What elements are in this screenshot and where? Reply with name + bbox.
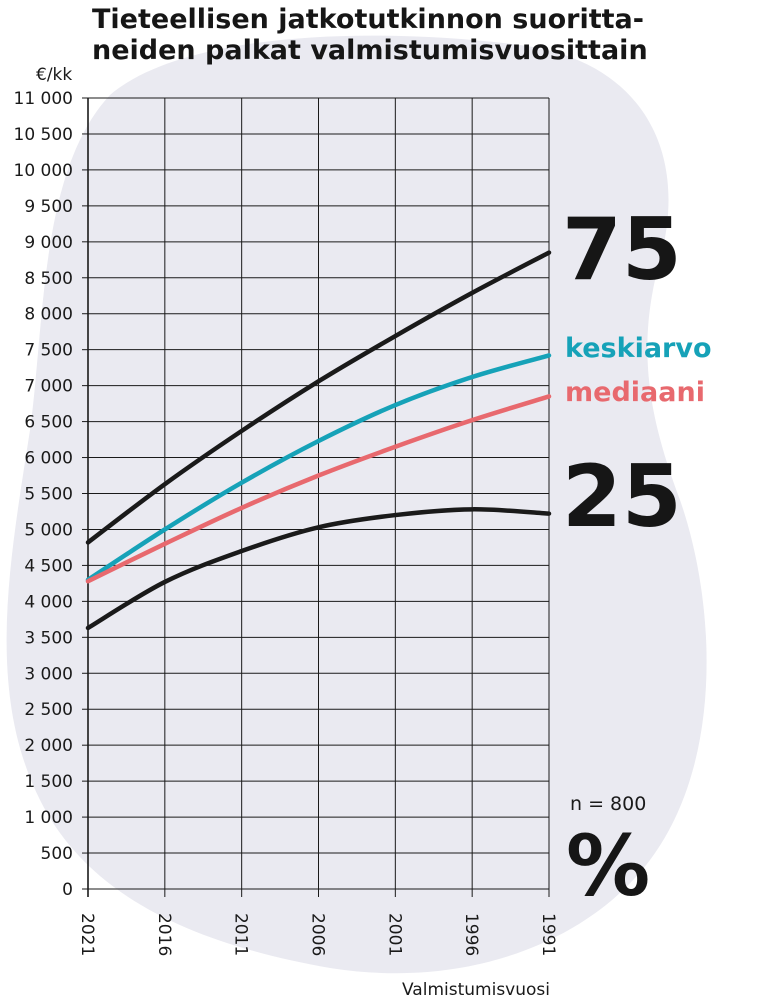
y-tick-label: 1 500: [24, 772, 73, 792]
series-line: [85, 250, 552, 545]
y-tick-label: 10 000: [14, 161, 73, 181]
x-axis-label: Valmistumisvuosi: [402, 980, 550, 1000]
chart-title: Tieteellisen jatkotutkinnon suoritta- ne…: [92, 4, 648, 66]
series-label: 25: [562, 447, 682, 547]
y-tick-label: 11 000: [14, 89, 73, 109]
series-label: keskiarvo: [565, 333, 712, 364]
x-tick-label: 2011: [231, 913, 251, 956]
y-tick-label: 8 500: [24, 269, 73, 289]
annotations: n = 800%: [566, 793, 650, 915]
y-tick-label: 2 500: [24, 700, 73, 720]
x-tick-label: 1991: [538, 913, 558, 956]
series-labels: 75 keskiarvo mediaani 25: [562, 200, 712, 547]
y-tick-label: 5 000: [24, 520, 73, 540]
y-tick-label: 6 500: [24, 413, 73, 433]
series-3: [85, 507, 552, 631]
sample-size-note: n = 800: [570, 793, 646, 815]
series-label: 75: [562, 200, 682, 300]
series-line: [85, 394, 552, 584]
x-tick-label: 1996: [461, 913, 481, 956]
y-tick-label: 9 500: [24, 197, 73, 217]
y-tick-label: 8 000: [24, 305, 73, 325]
x-tick-labels: 2021 2016 2011 2006 2001 1996 1991 Valmistumisv…: [77, 913, 558, 1000]
series-line: [85, 507, 552, 631]
y-tick-label: 2 000: [24, 736, 73, 756]
y-tick-label: 0: [62, 880, 73, 900]
y-tick-label: 7 000: [24, 377, 73, 397]
x-tick-label: 2001: [384, 913, 404, 956]
series-line: [85, 353, 552, 583]
background-blob: [6, 35, 707, 974]
y-tick-label: 500: [41, 844, 73, 864]
y-tick-label: 4 000: [24, 592, 73, 612]
y-tick-label: 3 500: [24, 628, 73, 648]
x-tick-label: 2016: [154, 913, 174, 956]
series-label: mediaani: [565, 377, 705, 408]
x-tick-label: 2006: [308, 913, 328, 956]
series-2: [85, 394, 552, 584]
x-tick-label: 2021: [77, 913, 97, 956]
y-tick-label: 10 500: [14, 125, 73, 145]
y-tick-label: 9 000: [24, 233, 73, 253]
y-tick-label: 5 500: [24, 485, 73, 505]
y-tick-label: 6 000: [24, 449, 73, 469]
y-tick-labels: 0 500 1 000 1 500 2 000 2 500 3 000 3 500 4 000 4…: [14, 65, 73, 900]
y-tick-label: 7 500: [24, 341, 73, 361]
y-tick-label: 1 000: [24, 808, 73, 828]
series-0: [85, 250, 552, 545]
series-lines: [85, 250, 552, 631]
series-1: [85, 353, 552, 583]
percent-symbol: %: [566, 817, 650, 915]
y-axis-label: €/kk: [36, 65, 72, 85]
y-tick-label: 3 000: [24, 664, 73, 684]
y-tick-label: 4 500: [24, 556, 73, 576]
